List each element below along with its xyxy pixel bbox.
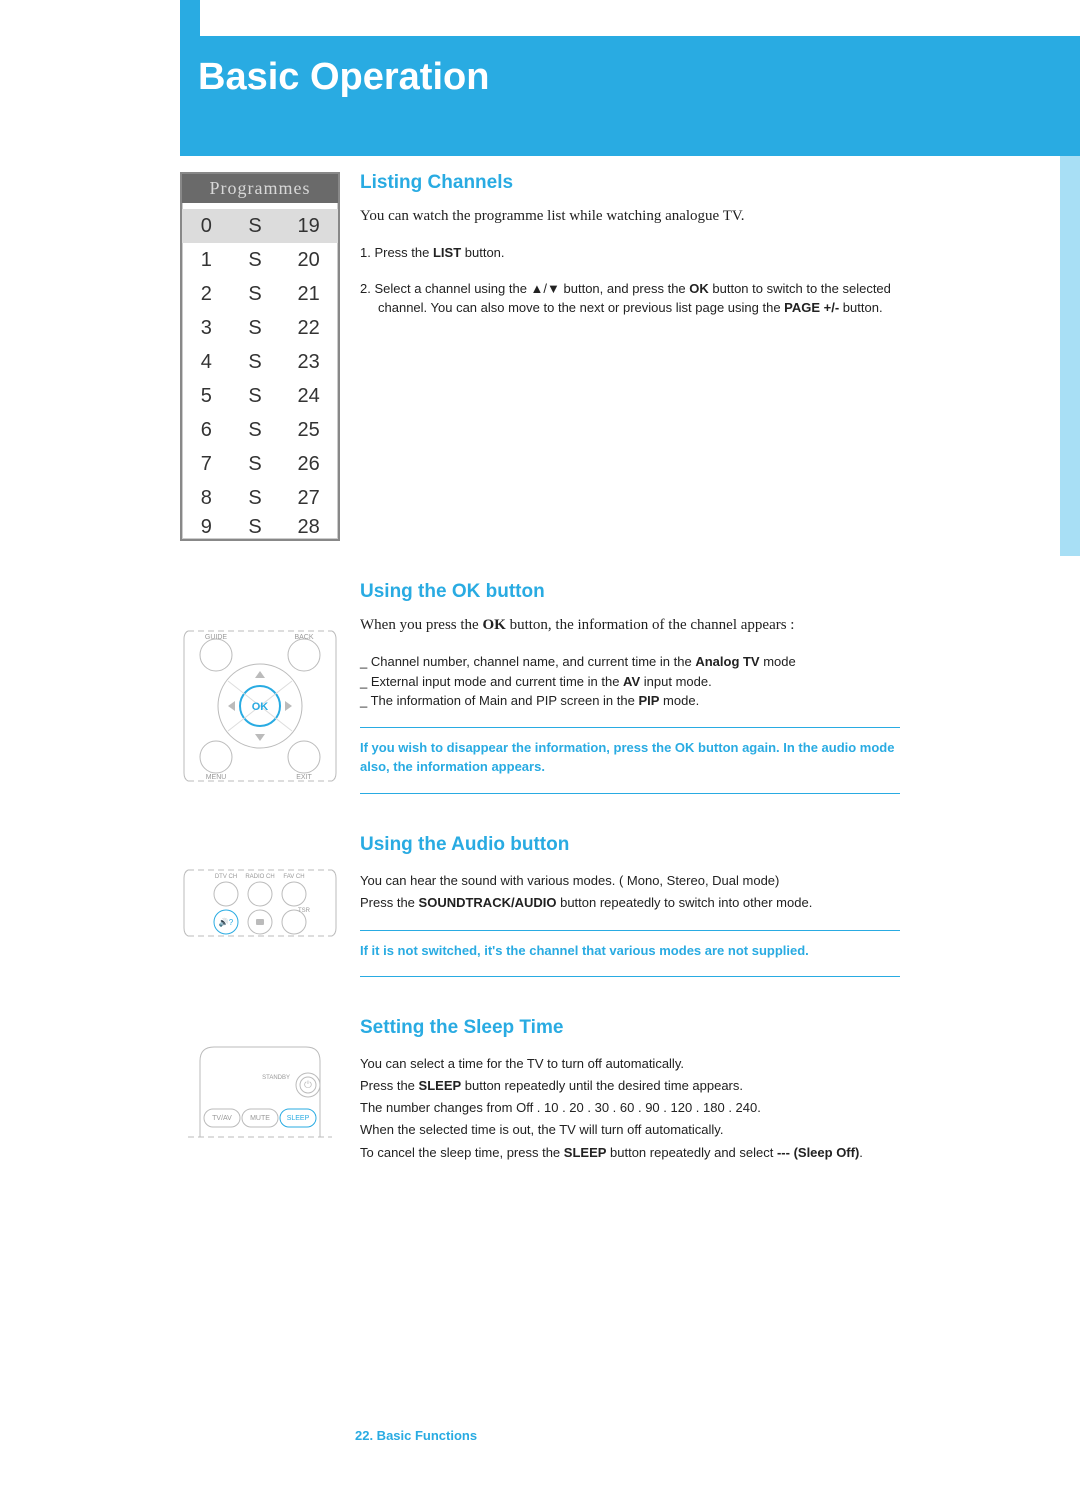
ok-l1: _ Channel number, channel name, and curr… <box>360 652 900 672</box>
section-ok: GUIDE BACK MENU EXIT OK Using the OK but… <box>180 581 900 804</box>
audio-note: If it is not switched, it's the channel … <box>360 941 900 961</box>
listing-title: Listing Channels <box>360 172 900 194</box>
ok-intro: When you press the OK button, the inform… <box>360 617 900 634</box>
programme-row: 5S24 <box>182 379 338 413</box>
programmes-header: Programmes <box>182 174 338 203</box>
back-label: BACK <box>294 634 313 641</box>
ok-l3: _ The information of Main and PIP screen… <box>360 691 900 711</box>
mute-label: MUTE <box>250 1115 270 1122</box>
power-icon: ⏻ <box>304 1080 312 1091</box>
ok-title: Using the OK button <box>360 581 900 603</box>
content-area: Programmes 0S191S202S213S224S235S246S257… <box>180 172 900 1194</box>
listing-step1: 1. Press the LIST button. <box>360 243 900 263</box>
page-header: Basic Operation <box>180 36 1080 156</box>
rule <box>360 727 900 728</box>
page-title: Basic Operation <box>198 56 489 99</box>
programme-row: 2S21 <box>182 277 338 311</box>
guide-label: GUIDE <box>205 634 228 641</box>
programme-row: 1S20 <box>182 243 338 277</box>
programme-row: 3S22 <box>182 311 338 345</box>
sleep-title: Setting the Sleep Time <box>360 1017 900 1039</box>
programme-row: 8S27 <box>182 481 338 515</box>
ok-remote-illust: GUIDE BACK MENU EXIT OK <box>180 581 350 804</box>
sleep-l3: The number changes from Off . 10 . 20 . … <box>360 1097 900 1119</box>
programme-row: 7S26 <box>182 447 338 481</box>
tvav-label: TV/AV <box>212 1115 232 1122</box>
sleep-l4: When the selected time is out, the TV wi… <box>360 1119 900 1141</box>
ok-note: If you wish to disappear the information… <box>360 738 900 777</box>
sleep-l5: To cancel the sleep time, press the SLEE… <box>360 1142 900 1164</box>
sleep-l1: You can select a time for the TV to turn… <box>360 1053 900 1075</box>
ok-label: OK <box>252 701 269 713</box>
listing-step2: 2. Select a channel using the ▲/▼ button… <box>360 279 900 318</box>
section-audio: DTV CH RADIO CH FAV CH 🔊? TSR Using the … <box>180 834 900 988</box>
exit-label: EXIT <box>296 774 312 781</box>
audio-l1: You can hear the sound with various mode… <box>360 870 900 892</box>
programme-row: 4S23 <box>182 345 338 379</box>
sleep-remote-illust: STANDBY ⏻ TV/AV MUTE SLEEP <box>180 1017 350 1163</box>
section-sleep: STANDBY ⏻ TV/AV MUTE SLEEP Setting the S… <box>180 1017 900 1163</box>
dtv-label: DTV CH <box>215 874 237 880</box>
menu-label: MENU <box>206 774 227 781</box>
header-stripe <box>180 0 200 36</box>
rule <box>360 930 900 931</box>
fav-label: FAV CH <box>283 874 304 880</box>
radio-label: RADIO CH <box>245 874 274 880</box>
rule <box>360 793 900 794</box>
programmes-osd: Programmes 0S191S202S213S224S235S246S257… <box>180 172 350 541</box>
rule <box>360 976 900 977</box>
tsr-label: TSR <box>298 908 311 914</box>
programme-row: 9S28 <box>182 515 338 539</box>
side-tab <box>1060 156 1080 556</box>
listing-intro: You can watch the programme list while w… <box>360 208 900 225</box>
programme-row: 0S19 <box>182 209 338 243</box>
section-listing: Programmes 0S191S202S213S224S235S246S257… <box>180 172 900 541</box>
standby-label: STANDBY <box>262 1075 290 1081</box>
audio-l2: Press the SOUNDTRACK/AUDIO button repeat… <box>360 892 900 914</box>
sound-icon: 🔊? <box>219 917 234 927</box>
audio-title: Using the Audio button <box>360 834 900 856</box>
programme-row: 6S25 <box>182 413 338 447</box>
page-footer: 22. Basic Functions <box>355 1428 477 1443</box>
ok-l2: _ External input mode and current time i… <box>360 672 900 692</box>
sleep-label: SLEEP <box>287 1115 310 1122</box>
audio-remote-illust: DTV CH RADIO CH FAV CH 🔊? TSR <box>180 834 350 988</box>
sleep-l2: Press the SLEEP button repeatedly until … <box>360 1075 900 1097</box>
